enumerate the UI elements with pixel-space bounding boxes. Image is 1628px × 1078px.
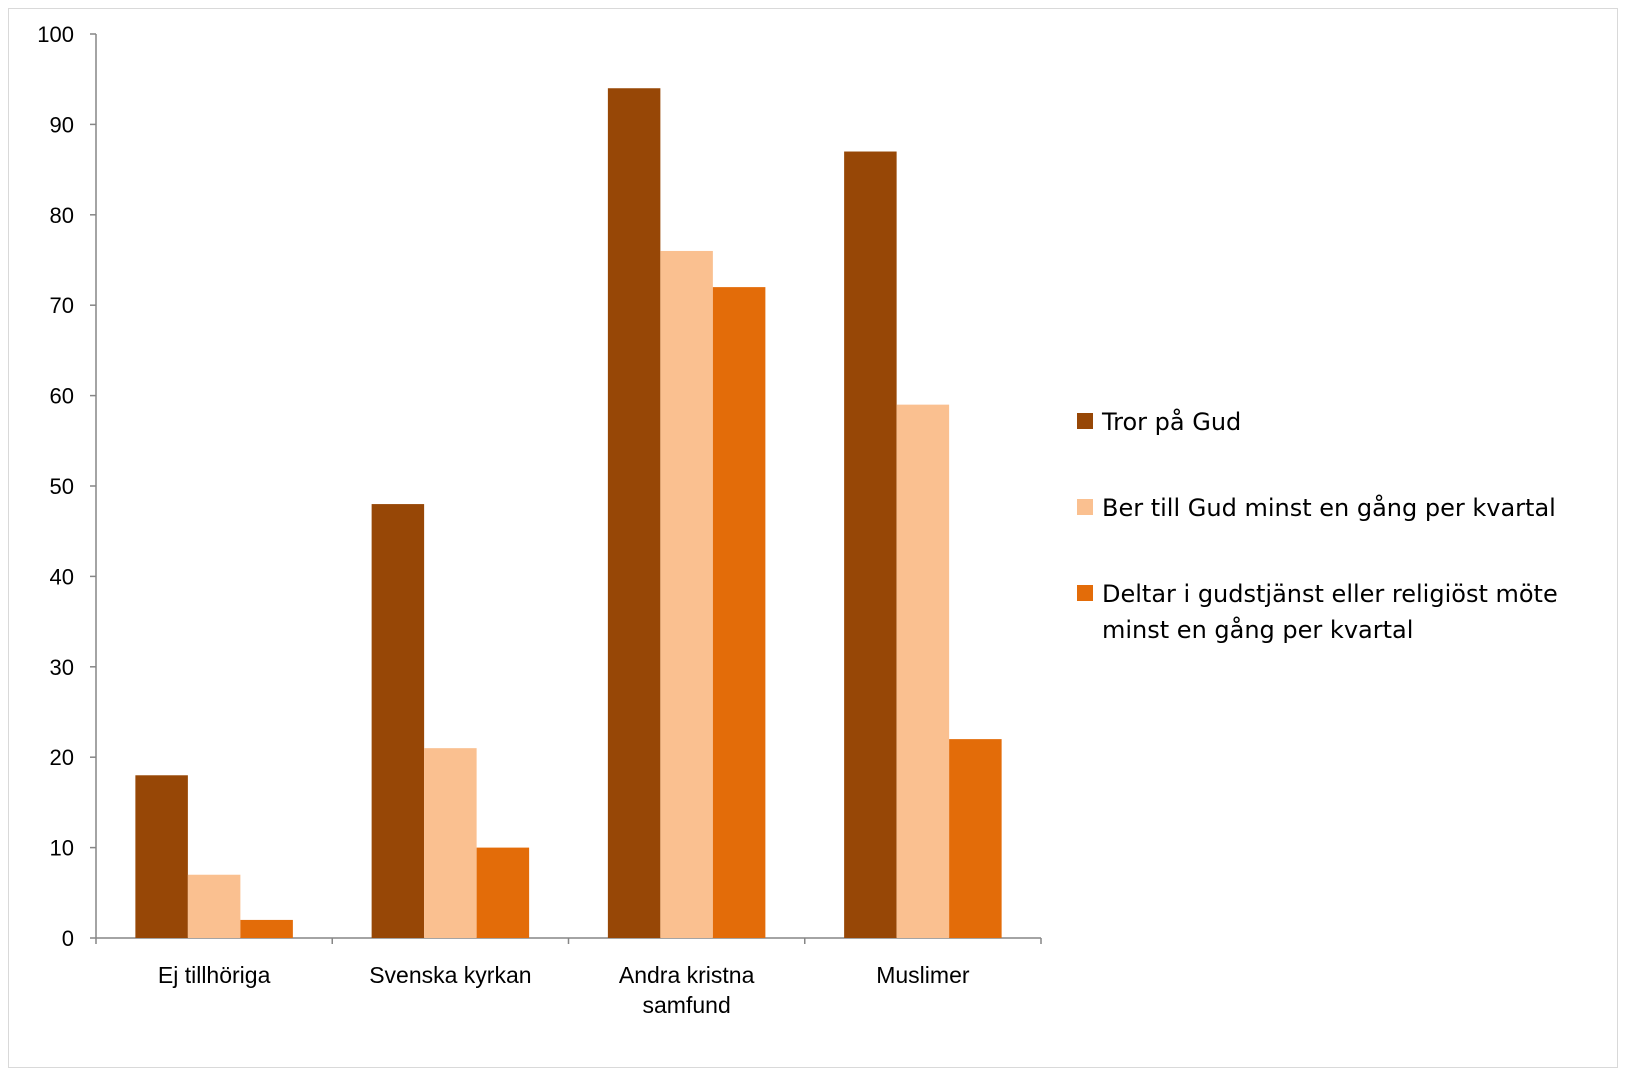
y-tick-label: 80 [50,203,74,228]
legend-label: minst en gång per kvartal [1102,615,1413,644]
y-tick-label: 0 [62,926,74,951]
legend-label: Ber till Gud minst en gång per kvartal [1102,493,1556,522]
bar [424,748,477,938]
x-category-label: Andra kristna [619,962,755,988]
bar [135,775,188,938]
legend-label: Tror på Gud [1101,407,1241,436]
chart-frame [8,8,1618,1068]
legend-swatch [1077,413,1093,429]
y-tick-label: 100 [37,22,74,47]
y-tick-label: 90 [50,112,74,137]
y-tick-label: 70 [50,293,74,318]
bar [240,919,293,938]
x-category-label: Svenska kyrkan [369,962,531,988]
bar [844,151,897,938]
bar [607,88,661,939]
bar [371,504,425,938]
y-tick-label: 50 [50,474,74,499]
legend-label: Deltar i gudstjänst eller religiöst möte [1102,580,1558,608]
bar [896,404,950,938]
x-category-label: Ej tillhöriga [158,962,271,988]
bar [187,874,241,938]
legend-swatch [1077,499,1093,515]
legend-swatch [1077,585,1093,601]
y-tick-label: 60 [50,384,74,409]
bar [712,287,766,938]
y-tick-label: 20 [50,745,74,770]
bar [476,847,530,938]
x-category-label: samfund [643,992,731,1018]
y-tick-label: 30 [50,655,74,680]
y-tick-label: 40 [50,564,74,589]
x-category-label: Muslimer [876,962,970,988]
bar [660,250,713,938]
bar [949,739,1002,938]
y-tick-label: 10 [50,836,74,861]
